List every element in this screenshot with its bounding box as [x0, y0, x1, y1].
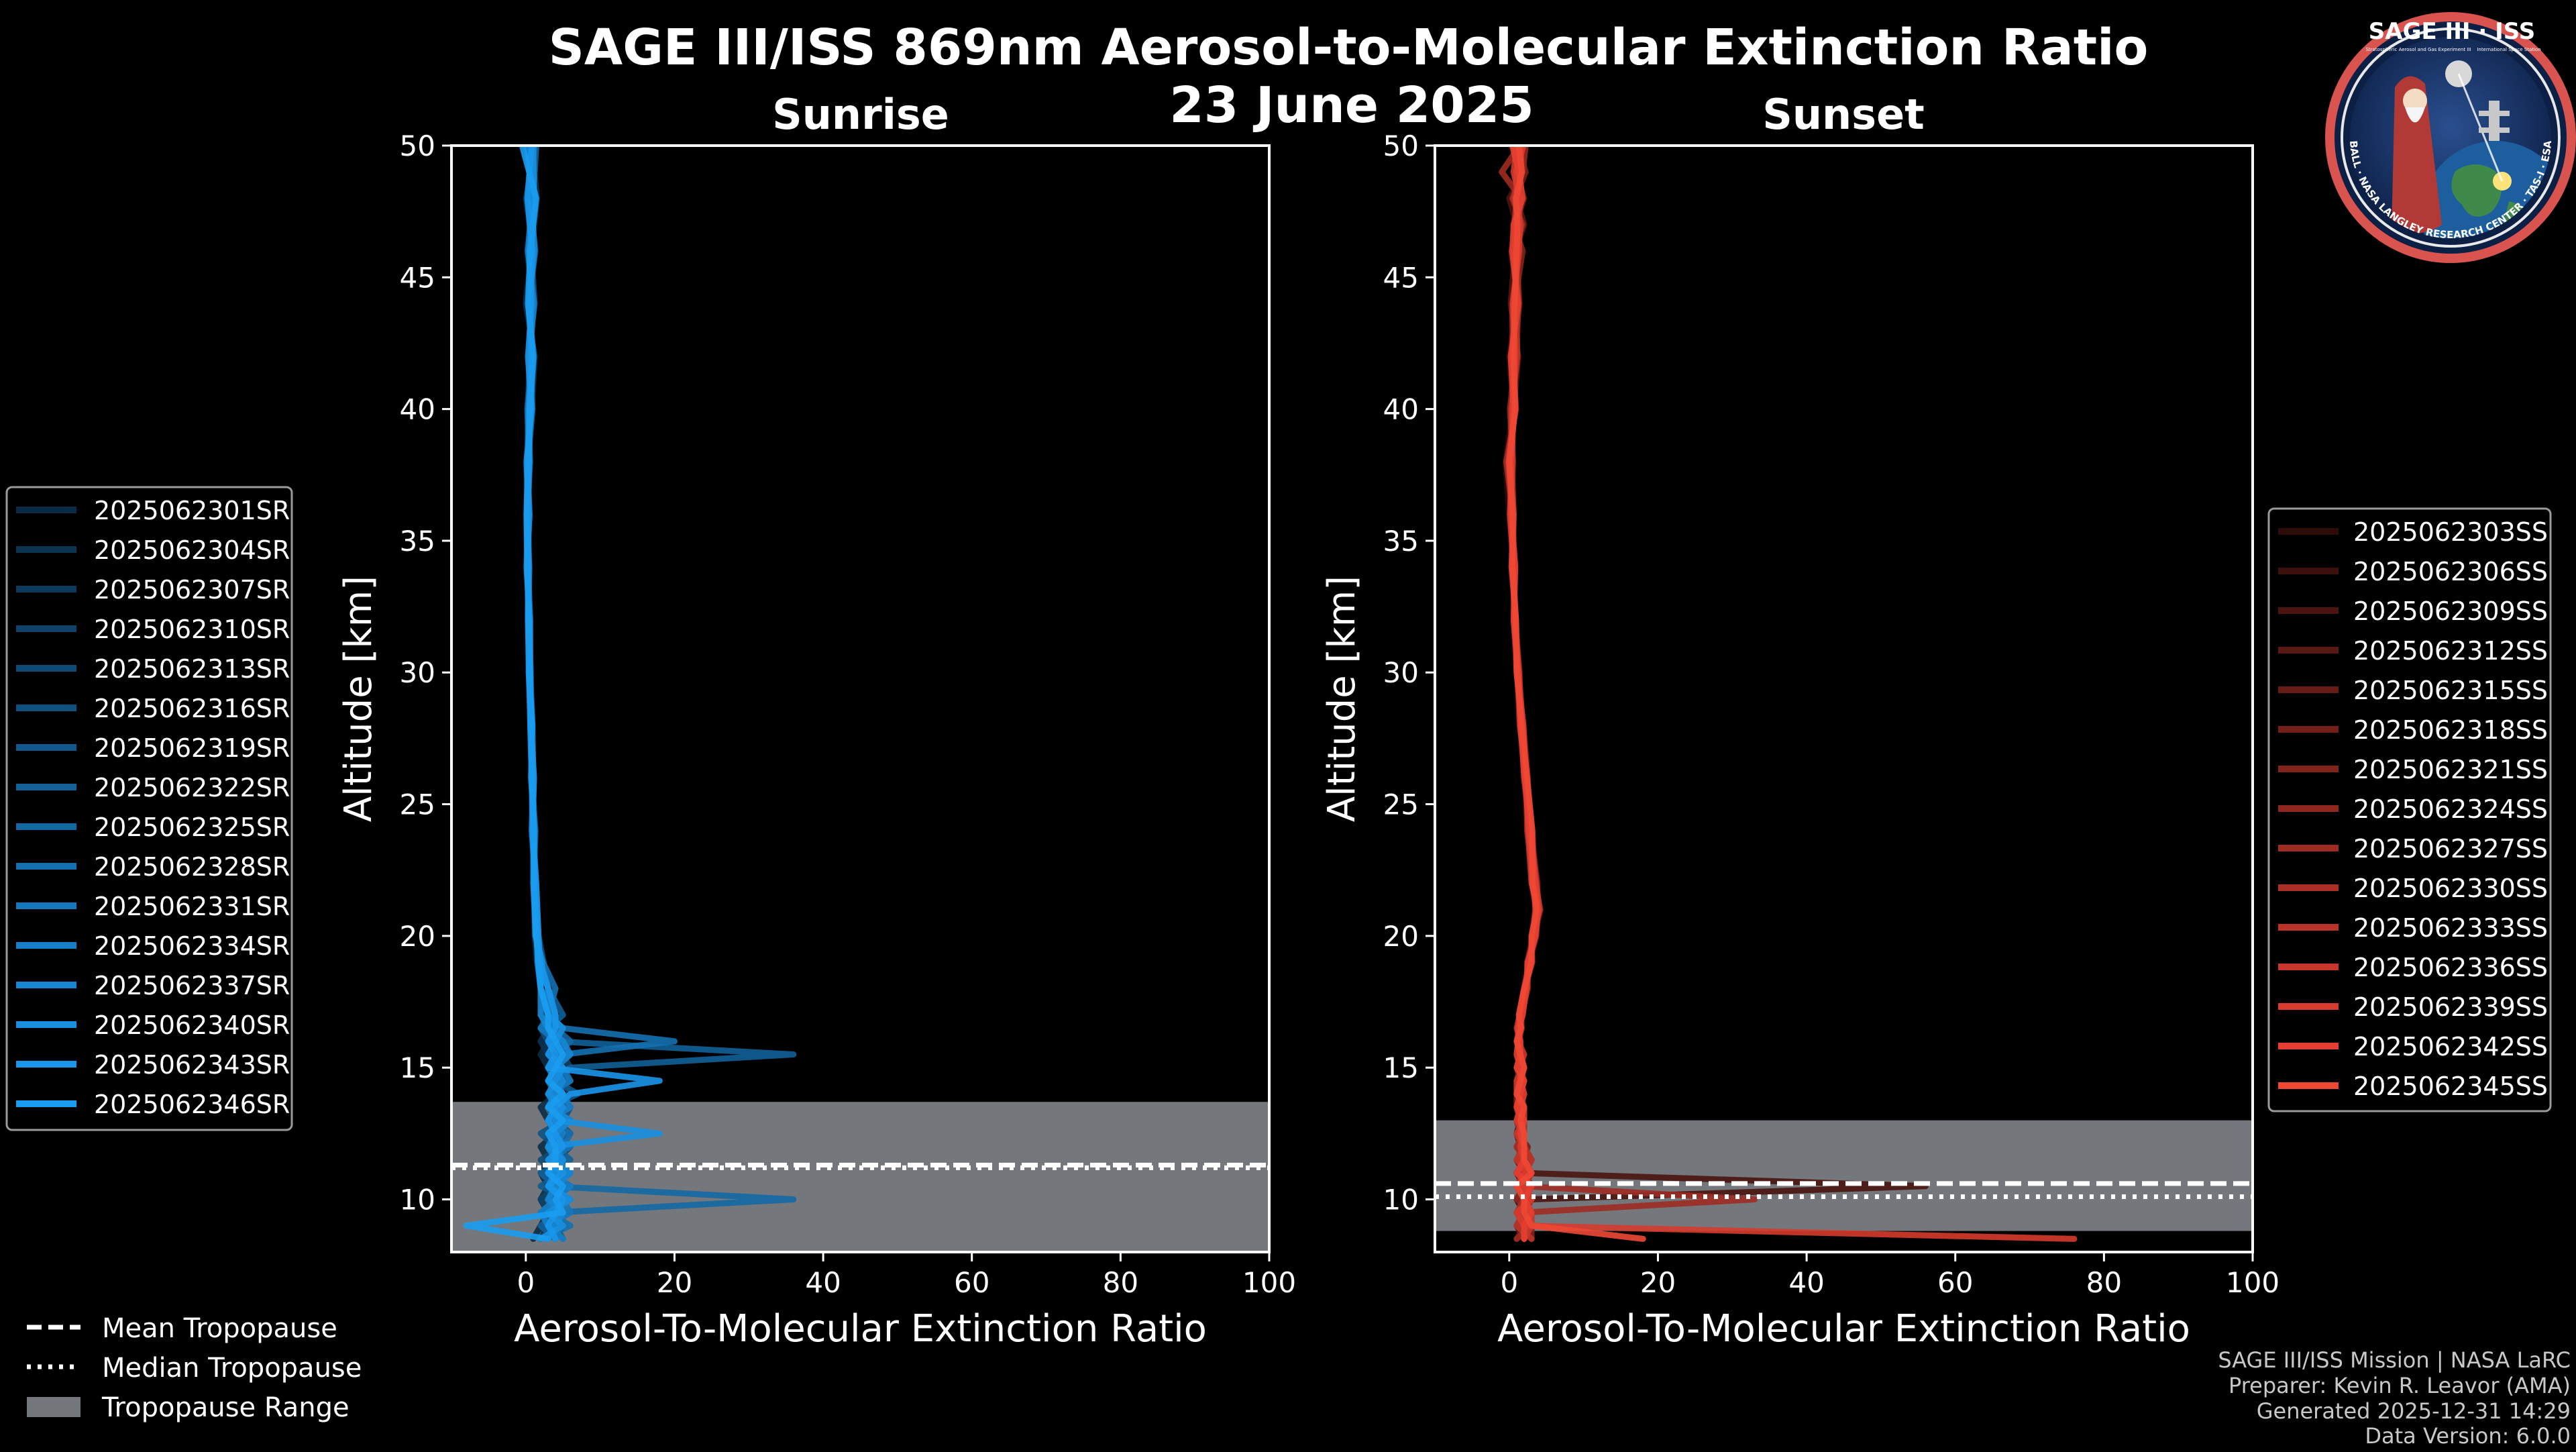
sunrise-series-lines — [463, 146, 797, 1242]
sunset-subplot-title: Sunset — [1762, 90, 1925, 139]
sunrise-y-tick-label: 20 — [400, 920, 435, 953]
sunrise-legend: 2025062301SR 2025062304SR 2025062307SR 2025… — [5, 486, 293, 1131]
sunrise-legend-label: 2025062319SR — [94, 733, 290, 763]
sunset-legend-label: 2025062339SS — [2353, 992, 2548, 1022]
sunrise-x-axis-label: Aerosol-To-Molecular Extinction Ratio — [514, 1307, 1207, 1351]
sunset-legend-label: 2025062312SS — [2353, 636, 2548, 666]
sunset-legend-label: 2025062327SS — [2353, 834, 2548, 864]
sunset-legend-label: 2025062318SS — [2353, 715, 2548, 745]
sunset-legend-label: 2025062309SS — [2353, 597, 2548, 626]
sunset-y-tick-label: 30 — [1383, 656, 1419, 689]
sunrise-y-tick-label: 40 — [400, 393, 435, 426]
sunrise-series-line-2025062346SR — [463, 146, 566, 1242]
sunset-legend: 2025062303SS 2025062306SS 2025062309SS 2025… — [2267, 507, 2552, 1112]
logo-sub-left: Stratospheric Aerosol and Gas Experiment… — [2365, 47, 2471, 52]
credits-line3: Generated 2025-12-31 14:29 — [2257, 1398, 2571, 1424]
sunrise-x-tick-label: 80 — [1103, 1266, 1138, 1299]
sunrise-y-tick-label: 50 — [400, 129, 435, 162]
sunset-x-tick-label: 40 — [1788, 1266, 1824, 1299]
sunrise-y-tick-label: 15 — [400, 1051, 435, 1084]
sunset-legend-label: 2025062342SS — [2353, 1032, 2548, 1061]
sunrise-legend-label: 2025062337SR — [94, 971, 290, 1000]
sunrise-x-tick-label: 20 — [657, 1266, 692, 1299]
sunrise-legend-label: 2025062304SR — [94, 535, 290, 565]
iss-icon — [2479, 101, 2510, 141]
sunset-y-tick-label: 25 — [1383, 788, 1419, 821]
sunset-series-line-2025062345SS — [1506, 146, 1646, 1242]
sunset-legend-label: 2025062345SS — [2353, 1072, 2548, 1101]
sunrise-axes-frame — [450, 144, 1271, 1253]
sunrise-x-tick-label: 40 — [805, 1266, 841, 1299]
sunrise-legend-label: 2025062346SR — [94, 1090, 290, 1119]
sunset-y-tick-label: 40 — [1383, 393, 1419, 426]
sunset-legend-label: 2025062324SS — [2353, 794, 2548, 824]
sunrise-legend-label: 2025062328SR — [94, 852, 290, 882]
credits-line4: Data Version: 6.0.0 — [2365, 1423, 2571, 1449]
sunset-x-tick-label: 20 — [1640, 1266, 1676, 1299]
median-tropopause-label: Median Tropopause — [102, 1353, 362, 1384]
sunset-legend-label: 2025062306SS — [2353, 557, 2548, 586]
sunrise-legend-label: 2025062301SR — [94, 496, 290, 525]
sunrise-legend-label: 2025062322SR — [94, 773, 290, 802]
sunset-legend-label: 2025062303SS — [2353, 517, 2548, 547]
sunrise-subplot-title: Sunrise — [772, 90, 949, 139]
sunset-y-tick-label: 10 — [1383, 1183, 1419, 1216]
sunrise-legend-label: 2025062310SR — [94, 615, 290, 644]
sunset-legend-label: 2025062336SS — [2353, 953, 2548, 982]
sunrise-legend-label: 2025062307SR — [94, 575, 290, 605]
sunset-y-tick-label: 20 — [1383, 920, 1419, 953]
sunrise-legend-label: 2025062316SR — [94, 694, 290, 723]
sunset-x-axis-label: Aerosol-To-Molecular Extinction Ratio — [1497, 1307, 2190, 1351]
sunrise-legend-label: 2025062340SR — [94, 1010, 290, 1040]
sunset-y-axis-label: Altitude [km] — [1320, 576, 1364, 822]
sunset-legend-box — [2267, 507, 2552, 1112]
sunrise-legend-box — [5, 486, 293, 1131]
sunset-x-tick-label: 80 — [2086, 1266, 2122, 1299]
sunset-x-tick-label: 100 — [2226, 1266, 2279, 1299]
logo-top-text: SAGE III · ISS — [2369, 18, 2535, 45]
mean-tropopause-label: Mean Tropopause — [102, 1313, 337, 1344]
sunset-x-tick-label: 60 — [1937, 1266, 1973, 1299]
logo-sub-right: International Space Station — [2477, 47, 2540, 52]
sunset-legend-label: 2025062315SS — [2353, 676, 2548, 705]
sunrise-y-tick-label: 35 — [400, 525, 435, 558]
sunrise-plot: Sunrise 0 20 40 60 80 100 10 15 20 25 30 35 40 45 50 Aer… — [337, 90, 1296, 1351]
sunrise-legend-label: 2025062313SR — [94, 654, 290, 684]
sunrise-y-tick-label: 10 — [400, 1183, 435, 1216]
sunrise-y-tick-label: 45 — [400, 261, 435, 294]
tropopause-range-label: Tropopause Range — [101, 1392, 350, 1423]
sunset-plot: Sunset 0 20 40 60 80 100 10 15 20 25 30 35 40 45 50 Aero… — [1320, 90, 2279, 1351]
sunset-series-lines — [1499, 146, 2078, 1242]
sunrise-legend-label: 2025062325SR — [94, 813, 290, 842]
sunrise-y-axis-label: Altitude [km] — [337, 576, 380, 822]
sunrise-y-tick-label: 30 — [400, 656, 435, 689]
sunrise-x-tick-label: 100 — [1242, 1266, 1296, 1299]
credits-line1: SAGE III/ISS Mission | NASA LaRC — [2218, 1347, 2571, 1373]
sunset-y-tick-label: 15 — [1383, 1051, 1419, 1084]
sunset-legend-label: 2025062321SS — [2353, 755, 2548, 784]
sunrise-legend-label: 2025062331SR — [94, 892, 290, 921]
sunset-legend-label: 2025062330SS — [2353, 874, 2548, 903]
sunset-legend-label: 2025062333SS — [2353, 913, 2548, 943]
sunset-y-tick-label: 35 — [1383, 525, 1419, 558]
sunrise-y-tick-label: 25 — [400, 788, 435, 821]
figure-title-line2: 23 June 2025 — [1169, 76, 1534, 134]
tropopause-range-swatch — [27, 1397, 80, 1417]
sunrise-legend-label: 2025062343SR — [94, 1050, 290, 1080]
credits: SAGE III/ISS Mission | NASA LaRC Prepare… — [2218, 1347, 2571, 1449]
sunrise-x-tick-label: 0 — [517, 1266, 535, 1299]
tropopause-legend: Mean Tropopause Median Tropopause Tropop… — [27, 1313, 362, 1423]
credits-line2: Preparer: Kevin R. Leavor (AMA) — [2229, 1373, 2571, 1398]
sunrise-legend-label: 2025062334SR — [94, 931, 290, 961]
sunrise-x-tick-label: 60 — [954, 1266, 989, 1299]
sage-iii-iss-logo: SAGE III · ISS Stratospheric Aerosol and… — [2325, 12, 2576, 263]
figure-title-line1: SAGE III/ISS 869nm Aerosol-to-Molecular … — [549, 19, 2149, 76]
sunset-y-tick-label: 50 — [1383, 129, 1419, 162]
sunset-y-tick-label: 45 — [1383, 261, 1419, 294]
sunset-axes-frame — [1434, 144, 2254, 1253]
sunset-x-tick-label: 0 — [1500, 1266, 1518, 1299]
